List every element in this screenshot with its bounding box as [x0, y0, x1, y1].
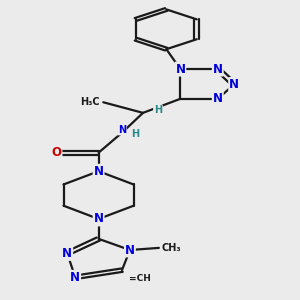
Text: N: N	[125, 244, 135, 256]
Text: N: N	[229, 78, 239, 91]
Text: H₃C: H₃C	[80, 97, 100, 107]
Text: N: N	[62, 247, 72, 260]
Text: N: N	[70, 271, 80, 284]
Text: =CH: =CH	[129, 274, 151, 283]
Text: H: H	[131, 129, 139, 139]
Text: N: N	[213, 92, 223, 105]
Text: N: N	[176, 63, 185, 76]
Text: CH₃: CH₃	[161, 243, 181, 253]
Text: N: N	[213, 63, 223, 76]
Text: N: N	[118, 124, 126, 135]
Text: O: O	[52, 146, 61, 159]
Text: N: N	[94, 212, 103, 226]
Text: H: H	[154, 105, 162, 115]
Text: N: N	[94, 165, 103, 178]
